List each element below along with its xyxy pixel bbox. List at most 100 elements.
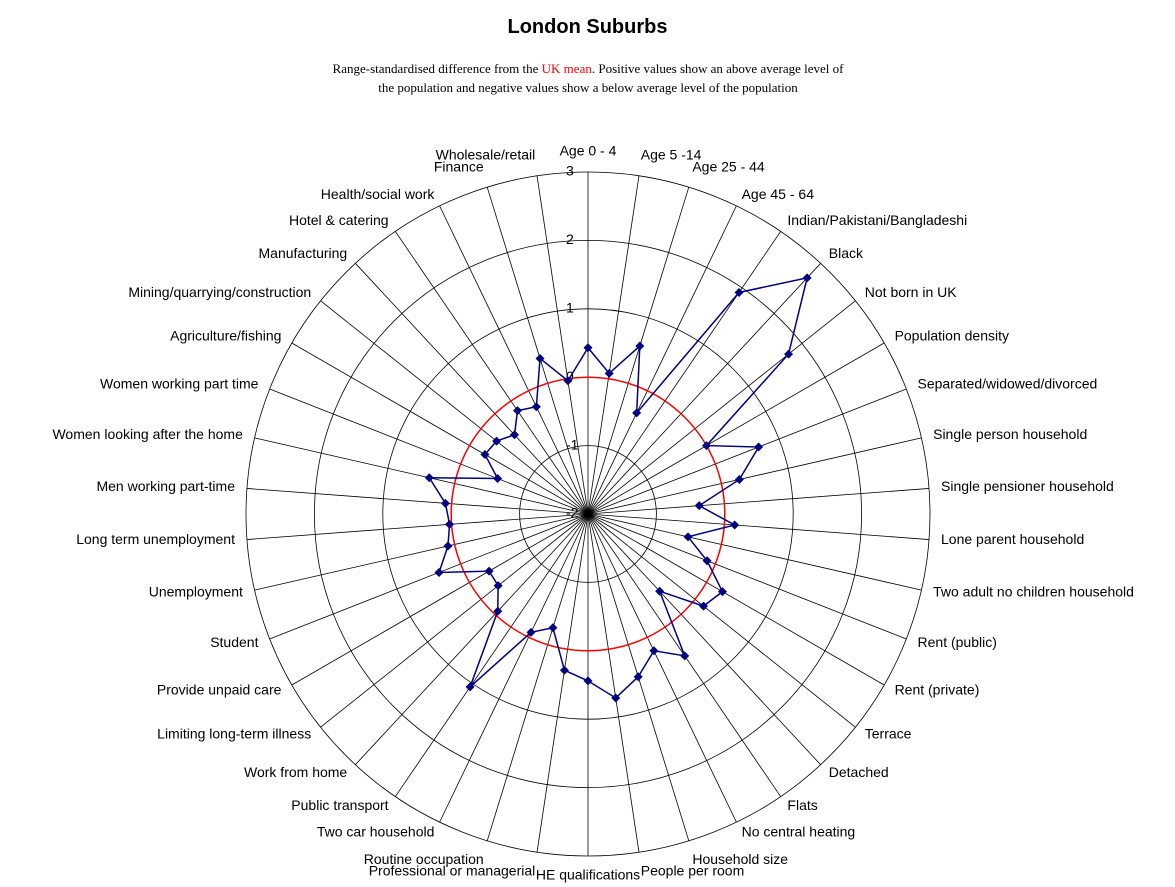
spoke [536,513,589,853]
data-point [635,341,645,351]
spoke [246,488,589,515]
grid-circle [313,239,863,789]
category-label: Flats [787,797,817,813]
category-label: Two adult no children household [933,583,1134,599]
spoke [587,437,922,515]
data-point [680,651,690,661]
spoke [291,513,589,686]
data-point [535,353,545,363]
data-point [683,532,693,542]
category-label: Population density [895,328,1009,344]
category-label: Health/social work [321,186,436,202]
data-point [512,406,522,416]
category-label: Rent (private) [895,682,980,698]
spoke [254,513,589,591]
data-point [734,474,744,484]
data-point [531,402,541,412]
category-label: Terrace [865,725,912,741]
category-label: Lone parent household [941,531,1084,547]
category-label: Finance [434,158,484,174]
spoke [587,388,907,515]
spoke [269,513,589,640]
data-point [548,623,558,633]
category-label: Professional or managerial [369,863,536,879]
category-label: Age 0 - 4 [560,143,617,159]
data-point [509,430,519,440]
spoke [439,513,589,823]
data-point [694,501,704,511]
grid-circle [382,308,794,720]
spoke [587,231,781,515]
data-point [484,566,494,576]
spoke [395,231,589,515]
r-tick-label: 3 [566,163,574,179]
data-point [699,601,709,611]
data-point [424,473,434,483]
category-label: Women working part time [100,375,259,391]
grid-circle [519,445,657,583]
data-point [754,442,764,452]
category-label: Student [210,634,258,650]
category-label: Age 25 - 44 [692,158,765,174]
data-point [443,541,453,551]
category-label: Hotel & catering [289,212,389,228]
category-label: Men working part-time [96,478,235,494]
category-label: People per room [641,863,745,879]
data-point [632,408,642,418]
category-label: Age 45 - 64 [742,186,815,202]
category-label: Provide unpaid care [157,682,282,698]
data-point [633,672,643,682]
grid-circle [245,171,931,857]
category-label: Black [829,245,864,261]
spoke [355,513,589,765]
spoke [587,513,640,853]
chart-title: London Suburbs [507,16,668,38]
category-label: Separated/widowed/divorced [918,375,1098,391]
data-point [434,567,444,577]
data-point [493,606,503,616]
spoke [587,263,821,515]
spoke [587,187,690,515]
category-label: Agriculture/fishing [170,328,281,344]
spoke [587,513,885,686]
spoke [536,175,589,515]
data-point [717,587,727,597]
data-point [784,349,794,359]
data-point [730,520,740,530]
data-point [493,581,503,591]
category-label: Manufacturing [259,245,348,261]
r-tick-label: -1 [566,436,579,452]
category-label: Indian/Pakistani/Bangladeshi [787,212,967,228]
category-label: No central heating [742,824,856,840]
category-label: Routine occupation [364,851,484,867]
spoke [254,437,589,515]
spoke [355,263,589,515]
spoke [269,388,589,515]
category-label: HE qualifications [536,867,640,883]
data-point [445,519,455,529]
data-point [734,287,744,297]
category-label: Rent (public) [918,634,997,650]
category-label: Mining/quarrying/construction [128,284,311,300]
subtitle-text: . Positive values show an above average … [378,61,844,95]
spoke [587,205,737,515]
data-point [480,449,490,459]
spoke [486,187,589,515]
category-label: Detached [829,764,889,780]
subtitle-text: Range-standardised difference from the [332,61,542,76]
subtitle-highlight: UK mean [541,61,592,76]
category-label: Single person household [933,426,1087,442]
spoke [587,300,856,515]
spoke [486,513,589,841]
data-point [649,646,659,656]
spoke [587,513,856,728]
category-label: Single pensioner household [941,478,1114,494]
data-point [440,498,450,508]
category-label: Women looking after the home [52,426,243,442]
spoke [587,513,907,640]
reference-circle [450,376,726,652]
data-point [611,693,621,703]
r-tick-label: -2 [566,505,579,521]
spoke [587,513,930,540]
series-line [427,276,809,699]
